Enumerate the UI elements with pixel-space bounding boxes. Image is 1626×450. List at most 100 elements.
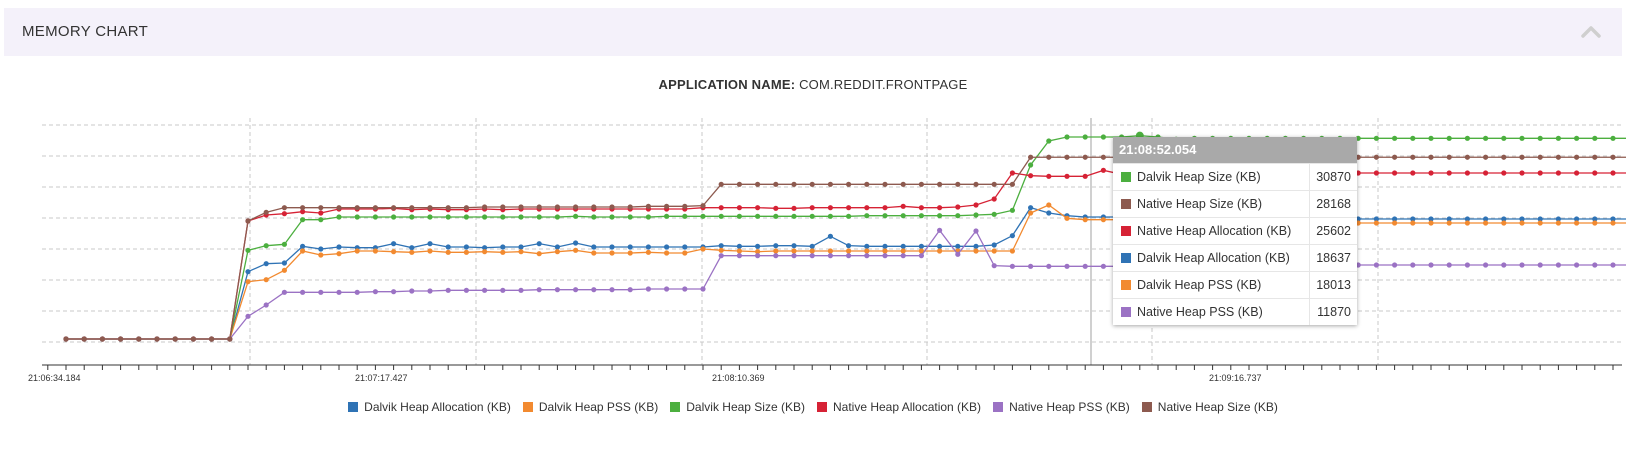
data-point bbox=[1028, 205, 1034, 211]
data-point bbox=[1519, 220, 1525, 226]
data-point bbox=[573, 240, 579, 246]
data-point bbox=[245, 218, 251, 224]
data-point bbox=[864, 205, 870, 211]
data-point bbox=[827, 205, 834, 211]
data-point bbox=[1483, 220, 1489, 226]
legend-item[interactable]: Native Heap Size (KB) bbox=[1141, 400, 1278, 414]
data-point bbox=[1373, 170, 1379, 176]
data-point bbox=[1009, 248, 1016, 254]
data-point bbox=[773, 181, 779, 187]
data-point bbox=[900, 243, 906, 249]
data-point bbox=[482, 287, 488, 293]
data-point bbox=[864, 248, 870, 254]
data-point bbox=[1064, 134, 1070, 140]
data-point bbox=[409, 205, 415, 211]
data-point bbox=[1501, 154, 1507, 160]
tooltip-label: Native Heap Size (KB) bbox=[1137, 197, 1263, 211]
data-point bbox=[955, 243, 961, 249]
chevron-up-icon[interactable] bbox=[1580, 21, 1602, 43]
legend-swatch bbox=[522, 402, 533, 412]
data-point bbox=[118, 336, 124, 342]
data-point bbox=[1046, 173, 1052, 179]
data-point bbox=[1483, 135, 1489, 141]
data-point bbox=[391, 205, 397, 211]
data-point bbox=[645, 244, 652, 250]
data-point bbox=[846, 181, 852, 187]
series-line-0 bbox=[66, 206, 1626, 340]
data-point bbox=[937, 205, 943, 211]
tooltip-value: 11870 bbox=[1309, 299, 1357, 325]
data-point bbox=[263, 209, 269, 215]
legend-item[interactable]: Native Heap PSS (KB) bbox=[993, 400, 1130, 414]
data-point bbox=[682, 203, 688, 209]
legend-item[interactable]: Dalvik Heap Size (KB) bbox=[670, 400, 805, 414]
data-point bbox=[1373, 135, 1379, 141]
data-point bbox=[1574, 220, 1580, 226]
data-point bbox=[1373, 216, 1379, 222]
data-point bbox=[536, 241, 542, 247]
data-point bbox=[864, 181, 870, 187]
data-point bbox=[591, 214, 597, 220]
data-point bbox=[372, 214, 378, 220]
data-point bbox=[1046, 138, 1052, 144]
data-point bbox=[1428, 216, 1434, 222]
data-point bbox=[1064, 215, 1070, 221]
data-point bbox=[937, 248, 943, 254]
data-point bbox=[354, 214, 360, 220]
data-point bbox=[1064, 263, 1070, 269]
data-point bbox=[809, 213, 815, 219]
data-point bbox=[1028, 154, 1034, 160]
data-point bbox=[1082, 217, 1088, 223]
tooltip-swatch bbox=[1121, 307, 1131, 317]
data-point bbox=[1009, 170, 1016, 176]
data-point bbox=[482, 214, 488, 220]
tooltip-row: Native Heap Allocation (KB) 25602 bbox=[1113, 217, 1357, 244]
x-tick-label: 21:09:16.737 bbox=[1209, 373, 1262, 383]
legend-item[interactable]: Native Heap Allocation (KB) bbox=[816, 400, 981, 414]
data-point bbox=[318, 246, 324, 252]
data-point bbox=[1610, 220, 1616, 226]
application-name-line: APPLICATION NAME: COM.REDDIT.FRONTPAGE bbox=[0, 77, 1626, 92]
memory-line-chart[interactable]: 21:06:34.184 21:07:17.427 21:08:10.369 21:0… bbox=[0, 0, 1626, 395]
tooltip-row: Native Heap Size (KB) 28168 bbox=[1113, 190, 1357, 217]
data-point bbox=[372, 205, 378, 211]
legend-label: Native Heap Size (KB) bbox=[1157, 400, 1278, 414]
data-point bbox=[773, 213, 779, 219]
data-point bbox=[1428, 220, 1434, 226]
data-point bbox=[973, 228, 979, 234]
legend-swatch bbox=[1141, 402, 1152, 412]
data-point bbox=[536, 204, 542, 210]
legend-item[interactable]: Dalvik Heap PSS (KB) bbox=[522, 400, 658, 414]
data-point bbox=[1446, 135, 1452, 141]
data-point bbox=[1501, 262, 1507, 268]
tooltip-time: 21:08:52.054 bbox=[1113, 137, 1357, 163]
data-point bbox=[445, 205, 451, 211]
data-point bbox=[773, 248, 779, 254]
data-point bbox=[463, 244, 469, 250]
data-point bbox=[1555, 216, 1561, 222]
data-point bbox=[736, 253, 743, 259]
data-point bbox=[536, 287, 542, 293]
data-point bbox=[809, 243, 815, 249]
data-point bbox=[300, 289, 306, 295]
data-point bbox=[627, 214, 633, 220]
data-point bbox=[827, 181, 834, 187]
data-point bbox=[500, 249, 506, 255]
tooltip-swatch bbox=[1121, 280, 1131, 290]
legend-item[interactable]: Dalvik Heap Allocation (KB) bbox=[348, 400, 511, 414]
data-point bbox=[955, 181, 961, 187]
data-point bbox=[955, 204, 961, 210]
data-point bbox=[882, 253, 888, 259]
data-point bbox=[573, 287, 579, 293]
tooltip-label: Native Heap Allocation (KB) bbox=[1137, 224, 1292, 238]
data-point bbox=[1555, 220, 1561, 226]
data-point bbox=[300, 248, 306, 254]
data-point bbox=[700, 213, 706, 219]
data-point bbox=[827, 233, 834, 239]
data-point bbox=[755, 253, 761, 259]
chart-tooltip: 21:08:52.054 Dalvik Heap Size (KB) 30870 N… bbox=[1113, 137, 1357, 325]
data-point bbox=[1446, 262, 1452, 268]
data-point bbox=[1592, 216, 1598, 222]
data-point bbox=[536, 214, 542, 220]
data-point bbox=[991, 242, 997, 248]
